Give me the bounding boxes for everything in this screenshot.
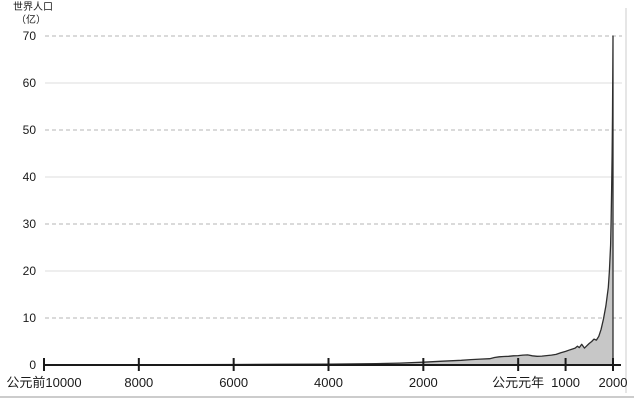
x-axis-tick-label-8000: 8000 bbox=[124, 375, 154, 390]
x-axis-tick-label-6000: 6000 bbox=[219, 375, 249, 390]
population-area-series bbox=[43, 35, 614, 366]
y-axis-tick-label-70: 70 bbox=[22, 29, 36, 43]
y-axis-tick-label-0: 0 bbox=[29, 358, 36, 372]
x-axis-tick-label-公元元年: 公元元年 bbox=[492, 375, 545, 390]
y-axis-tick-label-50: 50 bbox=[22, 123, 36, 137]
y-axis-tick-label-60: 60 bbox=[22, 76, 36, 90]
y-axis-tick-label-10: 10 bbox=[22, 311, 36, 325]
x-axis-tick-label-公元前10000: 公元前10000 bbox=[6, 375, 82, 390]
x-axis-tick-label-2000: 2000 bbox=[598, 375, 628, 390]
x-axis-tick-label-2000: 2000 bbox=[408, 375, 438, 390]
y-axis-tick-label-30: 30 bbox=[22, 217, 36, 231]
y-axis-tick-label-20: 20 bbox=[22, 264, 36, 278]
x-axis-tick-label-1000: 1000 bbox=[551, 375, 581, 390]
y-axis-title-line2: （亿） bbox=[16, 15, 46, 26]
x-axis-tick-label-4000: 4000 bbox=[314, 375, 343, 390]
y-axis-title-line1: 世界人口 bbox=[13, 2, 53, 13]
y-axis-tick-label-40: 40 bbox=[22, 170, 36, 184]
